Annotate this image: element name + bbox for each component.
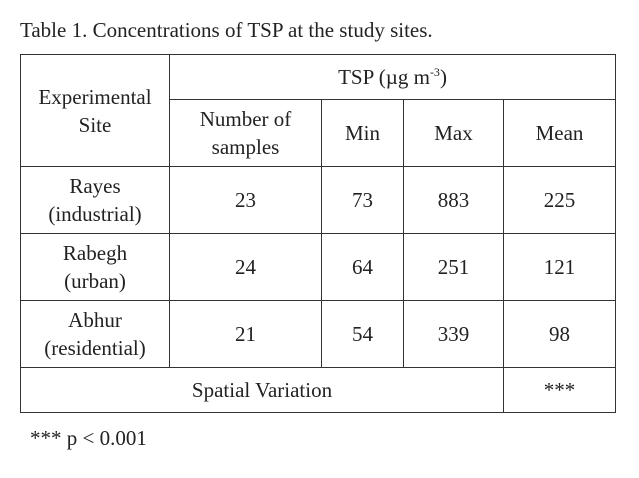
site-cell: Rabegh (urban) xyxy=(20,233,170,301)
spatial-variation-row: Spatial Variation *** xyxy=(20,367,617,413)
samples-cell: 23 xyxy=(169,166,322,234)
site-type: (residential) xyxy=(44,336,146,360)
tsp-header-text: TSP (µg m xyxy=(338,65,430,89)
site-cell: Abhur (residential) xyxy=(20,300,170,368)
tsp-group-header: TSP (µg m-3) xyxy=(168,54,617,100)
mean-cell: 98 xyxy=(502,300,617,368)
mean-cell: 225 xyxy=(502,166,617,234)
site-cell: Rayes (industrial) xyxy=(20,166,170,234)
min-cell: 54 xyxy=(321,300,404,368)
min-column-header: Min xyxy=(321,99,404,167)
mean-cell: 121 xyxy=(502,233,617,301)
table-row: Rabegh (urban) 24 64 251 121 xyxy=(20,233,617,301)
samples-column-header: Number of samples xyxy=(169,99,322,167)
site-name: Rayes xyxy=(69,174,121,198)
tsp-table: Experimental Site TSP (µg m-3) Number of… xyxy=(20,54,617,413)
samples-header-line2: samples xyxy=(211,135,280,159)
max-cell: 883 xyxy=(403,166,504,234)
max-column-header: Max xyxy=(403,99,504,167)
samples-header-line1: Number of xyxy=(199,107,292,131)
samples-cell: 21 xyxy=(169,300,322,368)
max-cell: 339 xyxy=(403,300,504,368)
site-type: (industrial) xyxy=(48,202,142,226)
header-row-1: Experimental Site TSP (µg m-3) xyxy=(20,54,617,167)
spatial-variation-label: Spatial Variation xyxy=(20,367,504,413)
table-caption: Table 1. Concentrations of TSP at the st… xyxy=(20,18,433,42)
site-header-line2: Site xyxy=(78,112,112,137)
table-row: Rayes (industrial) 23 73 883 225 xyxy=(20,166,617,234)
max-cell: 251 xyxy=(403,233,504,301)
tsp-header-exponent: -3 xyxy=(429,65,440,79)
site-column-header: Experimental Site xyxy=(20,54,170,167)
tsp-header-close: ) xyxy=(439,65,447,89)
mean-column-header: Mean xyxy=(502,99,617,167)
min-cell: 64 xyxy=(321,233,404,301)
samples-cell: 24 xyxy=(169,233,322,301)
site-type: (urban) xyxy=(64,269,126,293)
site-name: Abhur xyxy=(68,308,122,332)
site-header-line1: Experimental xyxy=(38,84,152,109)
spatial-variation-value: *** xyxy=(502,367,617,413)
significance-footnote: *** p < 0.001 xyxy=(30,426,147,450)
table-row: Abhur (residential) 21 54 339 98 xyxy=(20,300,617,368)
site-name: Rabegh xyxy=(62,241,128,265)
min-cell: 73 xyxy=(321,166,404,234)
